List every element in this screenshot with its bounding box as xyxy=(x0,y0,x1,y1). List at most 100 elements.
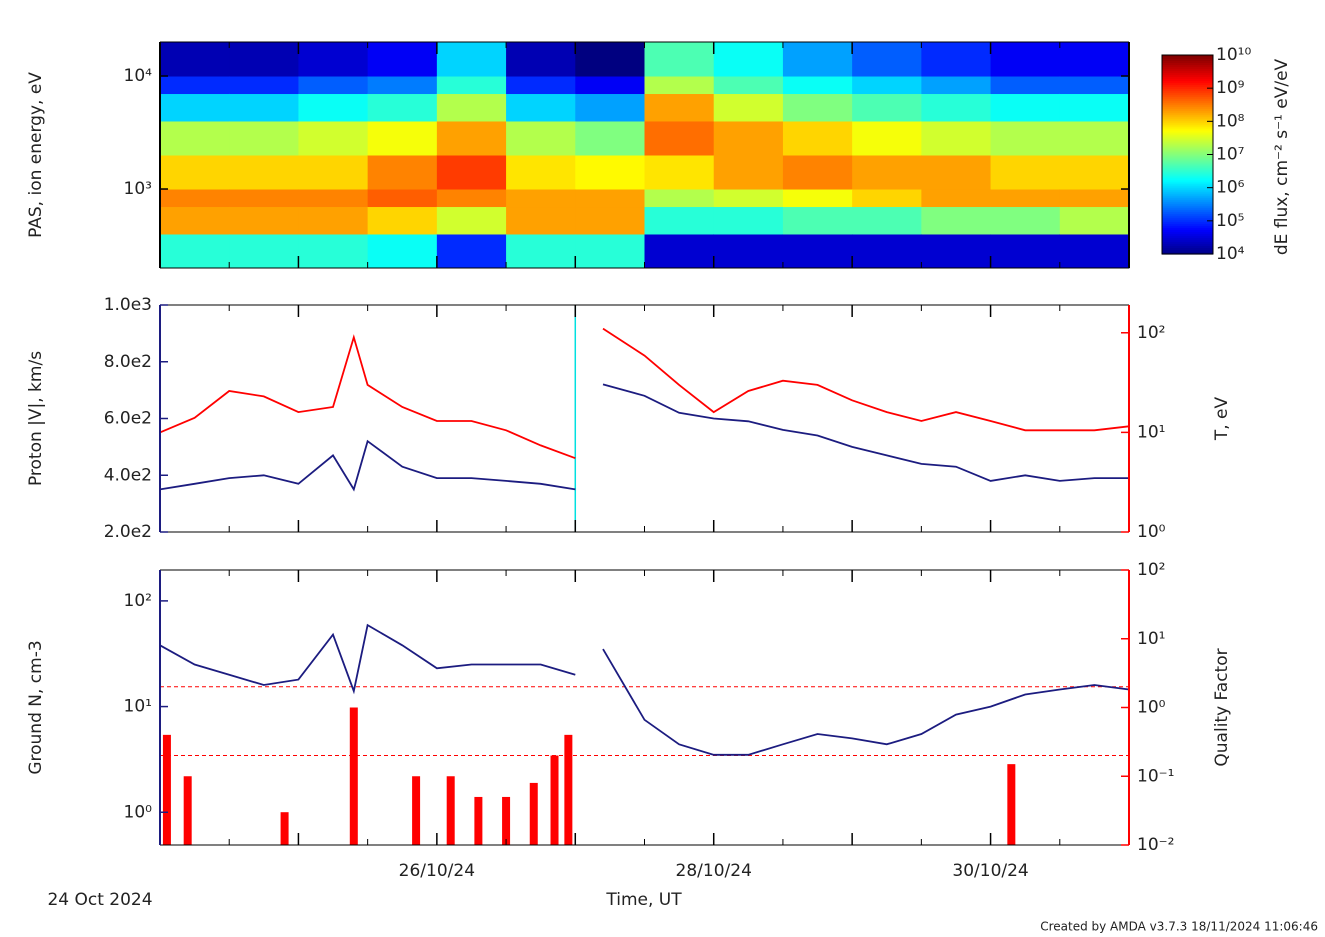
y-tick-label: 8.0e2 xyxy=(104,352,152,372)
colorbar-step xyxy=(1162,172,1213,175)
colorbar-step xyxy=(1162,236,1213,239)
heat-cell xyxy=(160,42,230,77)
heat-cell xyxy=(921,155,992,190)
colorbar-step xyxy=(1162,188,1213,191)
heat-cell xyxy=(852,120,922,156)
colorbar-step xyxy=(1162,64,1213,68)
series-line xyxy=(159,383,1129,492)
heat-cell xyxy=(782,189,853,208)
heat-cell xyxy=(1059,76,1130,95)
y2-tick-label: 10¹ xyxy=(1137,422,1165,442)
colorbar-step xyxy=(1162,190,1213,193)
heat-cell xyxy=(436,120,507,156)
heat-cell xyxy=(782,155,853,190)
colorbar-step xyxy=(1162,116,1213,120)
heat-cell xyxy=(782,233,853,269)
heat-cell xyxy=(644,93,715,122)
colorbar-step xyxy=(1162,82,1213,86)
colorbar-step xyxy=(1162,100,1213,104)
colorbar-step xyxy=(1162,96,1213,100)
heat-cell xyxy=(160,93,230,122)
heat-cell xyxy=(229,120,299,156)
heat-cell xyxy=(229,76,299,95)
y-axis-label: Proton |V|, km/s xyxy=(26,351,46,486)
colorbar-step xyxy=(1162,156,1213,160)
heat-cell xyxy=(575,42,645,77)
colorbar-step xyxy=(1162,136,1213,140)
heat-cell xyxy=(506,233,576,269)
colorbar-step xyxy=(1162,198,1213,201)
heat-cell xyxy=(229,42,299,77)
y2-axis-label: T, eV xyxy=(1212,396,1232,441)
heat-cell xyxy=(229,189,299,208)
colorbar-step xyxy=(1162,138,1213,142)
y2-tick-label: 10⁻² xyxy=(1137,835,1174,855)
heat-cell xyxy=(506,120,576,156)
heat-cell xyxy=(1059,233,1130,269)
colorbar-step xyxy=(1162,68,1213,72)
heat-cell xyxy=(229,206,299,235)
heat-cell xyxy=(1059,120,1130,156)
heat-cell xyxy=(367,233,438,269)
colorbar-step xyxy=(1162,158,1213,162)
quality-spike xyxy=(550,755,559,845)
heat-cell xyxy=(575,93,645,122)
heat-cell xyxy=(298,233,369,269)
heat-cell xyxy=(921,76,992,95)
heat-cell xyxy=(160,120,230,156)
heat-cell xyxy=(229,233,299,269)
heat-cell xyxy=(436,206,507,235)
y-tick-label: 2.0e2 xyxy=(104,522,152,542)
colorbar-step xyxy=(1162,76,1213,80)
colorbar-step xyxy=(1162,242,1213,245)
colorbar-step xyxy=(1162,118,1213,122)
heat-cell xyxy=(367,206,438,235)
heat-cell xyxy=(298,155,369,190)
colorbar-step xyxy=(1162,86,1213,90)
y2-tick-label: 10² xyxy=(1137,560,1165,580)
colorbar-step xyxy=(1162,234,1213,237)
colorbar-step xyxy=(1162,84,1213,88)
colorbar-step xyxy=(1162,94,1213,98)
heat-cell xyxy=(506,155,576,190)
quality-spike xyxy=(474,796,483,845)
y2-tick-label: 10⁰ xyxy=(1137,698,1166,718)
heat-cell xyxy=(921,206,992,235)
colorbar-step xyxy=(1162,72,1213,76)
heat-cell xyxy=(644,206,715,235)
heat-cell xyxy=(367,42,438,77)
colorbar-step xyxy=(1162,176,1213,179)
y2-tick-label: 10¹ xyxy=(1137,629,1165,649)
heat-cell xyxy=(990,155,1061,190)
colorbar-step xyxy=(1162,154,1213,158)
colorbar-step xyxy=(1162,148,1213,152)
quality-spike xyxy=(529,782,538,845)
colorbar-step xyxy=(1162,182,1213,185)
heat-cell xyxy=(921,189,992,208)
colorbar-tick-label: 10⁵ xyxy=(1216,211,1244,231)
heat-cell xyxy=(644,189,715,208)
colorbar-step xyxy=(1162,196,1213,199)
heat-cell xyxy=(575,120,645,156)
colorbar-step xyxy=(1162,216,1213,219)
colorbar-step xyxy=(1162,202,1213,205)
colorbar-step xyxy=(1162,62,1213,66)
quality-spike xyxy=(280,812,289,845)
y-tick-label: 10⁴ xyxy=(124,66,153,86)
colorbar-step xyxy=(1162,60,1213,64)
colorbar-step xyxy=(1162,90,1213,94)
y-tick-label: 6.0e2 xyxy=(104,409,152,429)
colorbar-step xyxy=(1162,152,1213,156)
heat-cell xyxy=(436,42,507,77)
colorbar-step xyxy=(1162,114,1213,118)
heat-cell xyxy=(644,76,715,95)
colorbar-step xyxy=(1162,144,1213,148)
colorbar-step xyxy=(1162,130,1213,134)
heat-cell xyxy=(367,93,438,122)
y-tick-label: 10⁰ xyxy=(124,802,153,822)
colorbar-step xyxy=(1162,124,1213,128)
colorbar-step xyxy=(1162,126,1213,130)
y-tick-label: 10³ xyxy=(124,179,152,199)
colorbar-step xyxy=(1162,232,1213,235)
colorbar-step xyxy=(1162,228,1213,231)
